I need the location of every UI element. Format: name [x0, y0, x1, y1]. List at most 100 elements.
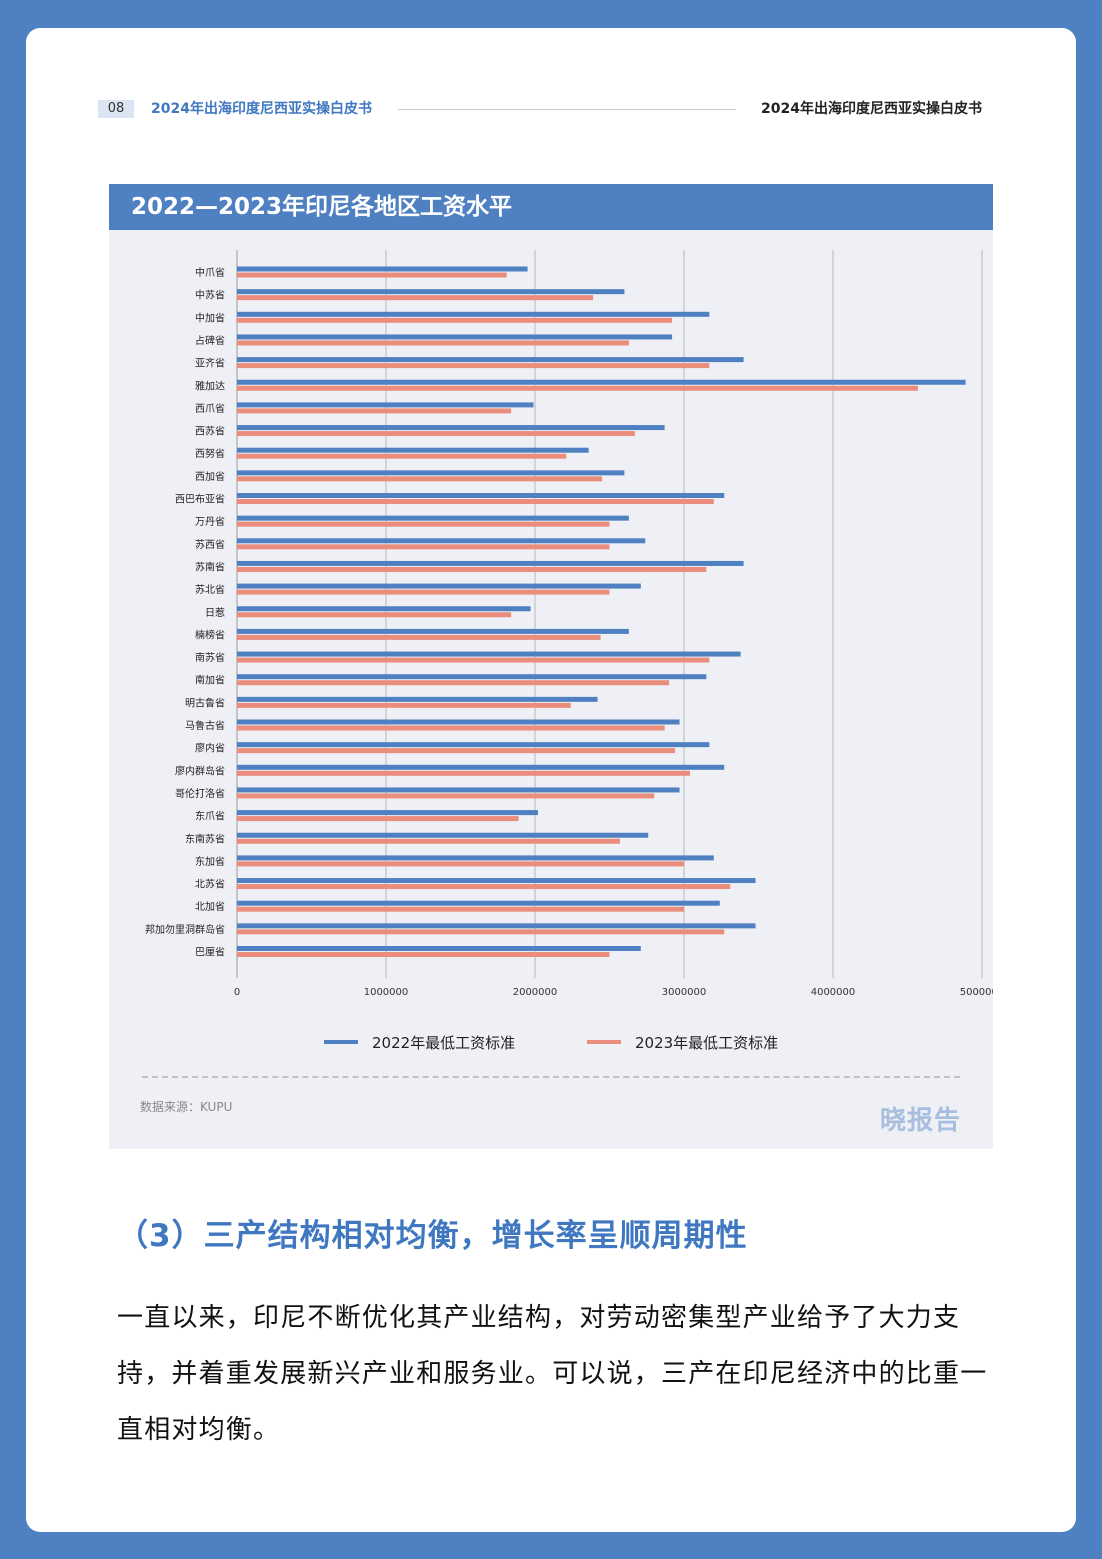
- bar-2023: [237, 589, 610, 595]
- category-label: 占碑省: [195, 334, 225, 347]
- x-tick-label: 2000000: [513, 987, 558, 998]
- x-tick-label: 4000000: [811, 987, 856, 998]
- bar-2022: [237, 810, 538, 816]
- bar-chart: 0 1000000 2000000 3000000 4000000 5000000 中爪省中…: [145, 250, 993, 998]
- category-label: 中爪省: [195, 266, 225, 279]
- legend-item-2023: 2023年最低工资标准: [587, 1030, 778, 1054]
- bar-2023: [237, 476, 603, 482]
- category-label: 东南苏省: [185, 832, 225, 845]
- bar-2023: [237, 612, 512, 618]
- category-label: 北苏省: [195, 878, 225, 891]
- category-label: 马鲁古省: [185, 719, 225, 732]
- category-label: 明古鲁省: [185, 696, 225, 709]
- bar-2022: [237, 900, 720, 906]
- section-paragraph: 一直以来，印尼不断优化其产业结构，对劳动密集型产业给予了大力支持，并着重发展新兴…: [117, 1303, 988, 1445]
- bar-2023: [237, 363, 710, 369]
- bar-2023: [237, 544, 610, 550]
- category-label: 西爪省: [195, 402, 225, 415]
- bar-2022: [237, 515, 629, 521]
- bar-2022: [237, 560, 744, 566]
- bar-2023: [237, 929, 725, 935]
- bar-2022: [237, 742, 710, 748]
- category-label: 中苏省: [195, 289, 225, 302]
- category-label: 邦加勿里洞群岛省: [145, 923, 225, 936]
- bar-2023: [237, 906, 684, 912]
- legend-label-2022: 2022年最低工资标准: [372, 1033, 516, 1052]
- bar-2023: [237, 838, 620, 844]
- header-left-title: 2024年出海印度尼西亚实操白皮书: [151, 101, 372, 117]
- category-label: 苏北省: [195, 583, 225, 596]
- bar-2023: [237, 317, 673, 323]
- bar-2023: [237, 680, 670, 686]
- bar-2022: [237, 923, 756, 929]
- brand-logo: 晓报告: [879, 1106, 961, 1136]
- bar-2022: [237, 357, 744, 363]
- category-label: 廖内群岛省: [175, 764, 225, 777]
- bar-2023: [237, 748, 676, 754]
- bar-2022: [237, 946, 641, 951]
- bar-2023: [237, 702, 571, 708]
- legend-item-2022: 2022年最低工资标准: [324, 1030, 515, 1054]
- bar-2022: [237, 311, 710, 317]
- chart-panel: 0 1000000 2000000 3000000 4000000 5000000 中爪省中…: [109, 230, 993, 1149]
- category-label: 南苏省: [195, 651, 225, 664]
- bar-2023: [237, 453, 567, 459]
- page-number: 08: [98, 100, 134, 118]
- bar-2022: [237, 696, 598, 702]
- category-label: 北加省: [195, 900, 225, 913]
- bar-2023: [237, 431, 635, 437]
- bar-2022: [237, 266, 528, 272]
- bar-2023: [237, 408, 512, 414]
- category-label: 日惹: [205, 607, 225, 619]
- bar-2022: [237, 787, 680, 793]
- bar-2022: [237, 334, 673, 340]
- category-label: 东爪省: [195, 810, 225, 823]
- category-label: 西加省: [195, 470, 225, 483]
- category-label: 楠榜省: [195, 628, 225, 641]
- bar-2022: [237, 855, 714, 861]
- bar-2023: [237, 770, 690, 776]
- bar-2023: [237, 272, 507, 278]
- bar-2022: [237, 493, 725, 498]
- legend-swatch-2023: [587, 1040, 621, 1044]
- legend-swatch-2022: [324, 1040, 358, 1044]
- bar-2022: [237, 447, 589, 453]
- bar-2023: [237, 657, 710, 663]
- category-label: 雅加达: [195, 379, 225, 392]
- category-label: 万丹省: [195, 515, 225, 528]
- bar-2022: [237, 379, 966, 385]
- bar-2022: [237, 764, 725, 770]
- category-label: 中加省: [195, 311, 225, 324]
- bar-2022: [237, 832, 649, 838]
- category-label: 东加省: [195, 855, 225, 868]
- category-label: 苏南省: [195, 560, 225, 573]
- bar-2023: [237, 340, 629, 346]
- chart-legend: 2022年最低工资标准 2023年最低工资标准: [109, 1030, 993, 1054]
- category-label: 西努省: [195, 447, 225, 460]
- bar-2023: [237, 521, 610, 527]
- chart-title: 2022—2023年印尼各地区工资水平: [131, 194, 513, 220]
- bar-2023: [237, 725, 665, 731]
- bar-2022: [237, 470, 625, 476]
- x-tick-label: 3000000: [662, 987, 707, 998]
- bar-2022: [237, 651, 741, 657]
- header-right-title: 2024年出海印度尼西亚实操白皮书: [761, 101, 982, 117]
- bar-2023: [237, 566, 707, 572]
- category-label: 苏西省: [195, 538, 225, 551]
- bar-2022: [237, 674, 707, 680]
- bar-2023: [237, 499, 714, 504]
- header-divider: [398, 109, 736, 110]
- bar-2022: [237, 606, 531, 612]
- bar-2023: [237, 634, 601, 640]
- bar-2023: [237, 861, 684, 867]
- bar-2022: [237, 583, 641, 589]
- category-label: 巴厘省: [195, 946, 225, 959]
- category-label: 南加省: [195, 674, 225, 687]
- bar-2022: [237, 289, 625, 295]
- category-label: 哥伦打洛省: [175, 787, 225, 800]
- chart-title-banner: 2022—2023年印尼各地区工资水平: [109, 184, 993, 230]
- x-tick-label: 5000000: [960, 987, 993, 998]
- bar-2022: [237, 878, 756, 884]
- bar-2023: [237, 385, 918, 391]
- bar-2022: [237, 628, 629, 634]
